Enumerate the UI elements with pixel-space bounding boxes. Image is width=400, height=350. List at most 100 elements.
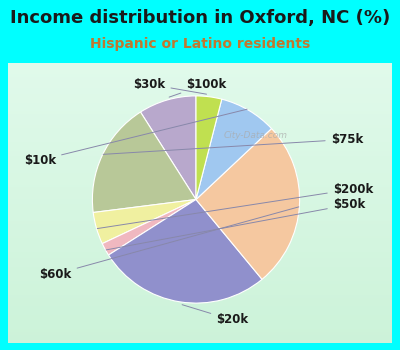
Bar xyxy=(8,306,392,309)
Wedge shape xyxy=(108,199,262,303)
Bar xyxy=(8,74,392,77)
Wedge shape xyxy=(93,199,196,244)
Bar xyxy=(8,258,392,261)
Bar xyxy=(8,224,392,227)
Bar xyxy=(8,86,392,89)
Bar xyxy=(8,255,392,258)
Bar xyxy=(8,193,392,196)
Text: Income distribution in Oxford, NC (%): Income distribution in Oxford, NC (%) xyxy=(10,9,390,27)
Bar xyxy=(8,136,392,139)
Bar xyxy=(8,190,392,193)
Bar xyxy=(8,270,392,272)
Bar xyxy=(8,236,392,238)
Bar xyxy=(8,278,392,281)
Text: $20k: $20k xyxy=(182,305,248,327)
Bar xyxy=(8,80,392,83)
Text: $200k: $200k xyxy=(97,183,373,229)
Text: $10k: $10k xyxy=(24,109,247,167)
Bar xyxy=(8,120,392,122)
Bar xyxy=(8,139,392,142)
Bar xyxy=(8,241,392,244)
Bar xyxy=(8,71,392,74)
Bar xyxy=(8,182,392,184)
Bar xyxy=(8,326,392,329)
Bar xyxy=(8,230,392,233)
Bar xyxy=(8,284,392,286)
Bar xyxy=(8,238,392,241)
Bar xyxy=(8,100,392,103)
Bar xyxy=(8,204,392,207)
Bar xyxy=(8,340,392,343)
Bar xyxy=(8,196,392,199)
Bar xyxy=(8,312,392,315)
Wedge shape xyxy=(196,99,272,200)
Bar xyxy=(8,301,392,303)
Bar xyxy=(8,332,392,335)
Bar xyxy=(8,159,392,162)
Bar xyxy=(8,216,392,218)
Bar xyxy=(8,173,392,176)
Bar xyxy=(8,267,392,270)
Bar xyxy=(8,335,392,337)
Bar xyxy=(8,154,392,156)
Text: Hispanic or Latino residents: Hispanic or Latino residents xyxy=(90,37,310,51)
Bar xyxy=(8,289,392,292)
Bar xyxy=(8,210,392,213)
Bar xyxy=(8,103,392,105)
Bar xyxy=(8,83,392,86)
Bar xyxy=(8,218,392,222)
Bar xyxy=(8,281,392,284)
Bar xyxy=(8,261,392,264)
Bar xyxy=(8,168,392,170)
Bar xyxy=(8,77,392,80)
Bar xyxy=(8,148,392,151)
Bar xyxy=(8,202,392,204)
Wedge shape xyxy=(92,112,196,212)
Bar xyxy=(8,292,392,295)
Bar xyxy=(8,66,392,69)
Bar xyxy=(8,298,392,301)
Bar xyxy=(8,275,392,278)
Bar xyxy=(8,252,392,255)
Bar xyxy=(8,329,392,332)
Bar xyxy=(8,227,392,230)
Bar xyxy=(8,207,392,210)
Bar xyxy=(8,184,392,188)
Wedge shape xyxy=(196,96,222,200)
Bar xyxy=(8,162,392,165)
Bar xyxy=(8,105,392,108)
Bar xyxy=(8,317,392,320)
Bar xyxy=(8,97,392,100)
Wedge shape xyxy=(196,128,300,279)
Bar xyxy=(8,151,392,154)
Bar xyxy=(8,89,392,91)
Bar xyxy=(8,117,392,120)
Bar xyxy=(8,165,392,168)
Text: $60k: $60k xyxy=(40,207,299,281)
Bar xyxy=(8,323,392,326)
Wedge shape xyxy=(140,96,196,200)
Bar xyxy=(8,233,392,236)
Bar xyxy=(8,250,392,252)
Bar xyxy=(8,244,392,247)
Bar xyxy=(8,272,392,275)
Text: $50k: $50k xyxy=(106,198,365,250)
Bar xyxy=(8,156,392,159)
Text: $30k: $30k xyxy=(133,78,206,94)
Bar xyxy=(8,309,392,312)
Bar xyxy=(8,108,392,111)
Bar xyxy=(8,179,392,182)
Bar xyxy=(8,337,392,340)
Bar xyxy=(8,142,392,145)
Bar xyxy=(8,222,392,224)
Bar xyxy=(8,286,392,289)
Bar xyxy=(8,170,392,173)
Bar xyxy=(8,176,392,179)
Bar xyxy=(8,295,392,298)
Bar xyxy=(8,303,392,306)
Bar xyxy=(8,69,392,71)
Bar xyxy=(8,199,392,202)
Bar xyxy=(8,125,392,128)
Bar xyxy=(8,63,392,66)
Bar xyxy=(8,320,392,323)
